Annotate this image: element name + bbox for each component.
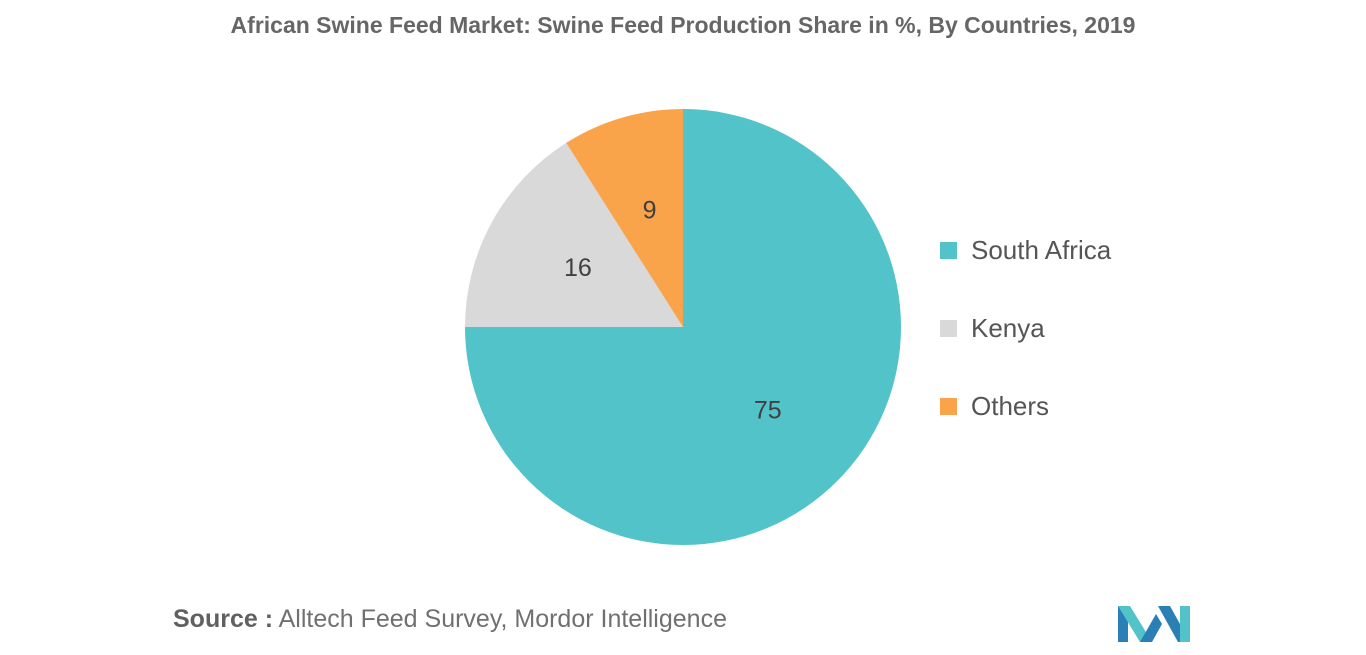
pie-data-label-kenya: 16 — [564, 254, 592, 282]
source-text: Alltech Feed Survey, Mordor Intelligence — [278, 605, 727, 633]
legend-label: Kenya — [971, 313, 1045, 343]
chart-title: African Swine Feed Market: Swine Feed Pr… — [230, 12, 1136, 38]
pie-data-labels: 75 16 9 — [564, 196, 782, 424]
pie-data-label-south-africa: 75 — [754, 396, 782, 424]
legend-swatch — [940, 320, 957, 337]
legend: South Africa Kenya Others — [940, 232, 1111, 466]
legend-swatch — [940, 242, 957, 259]
legend-item-others: Others — [940, 388, 1111, 466]
pie-slice-others — [566, 109, 683, 327]
source-label: Source : — [173, 605, 274, 633]
legend-item-kenya: Kenya — [940, 310, 1111, 388]
pie-slice-kenya — [465, 142, 683, 327]
legend-swatch — [940, 398, 957, 415]
legend-item-south-africa: South Africa — [940, 232, 1111, 310]
pie-data-label-others: 9 — [643, 196, 657, 224]
legend-label: South Africa — [971, 235, 1112, 265]
source-note: Source : Alltech Feed Survey, Mordor Int… — [173, 605, 727, 634]
mordor-intelligence-logo-icon — [1118, 606, 1190, 642]
pie-slices — [465, 109, 901, 545]
legend-label: Others — [971, 391, 1050, 421]
